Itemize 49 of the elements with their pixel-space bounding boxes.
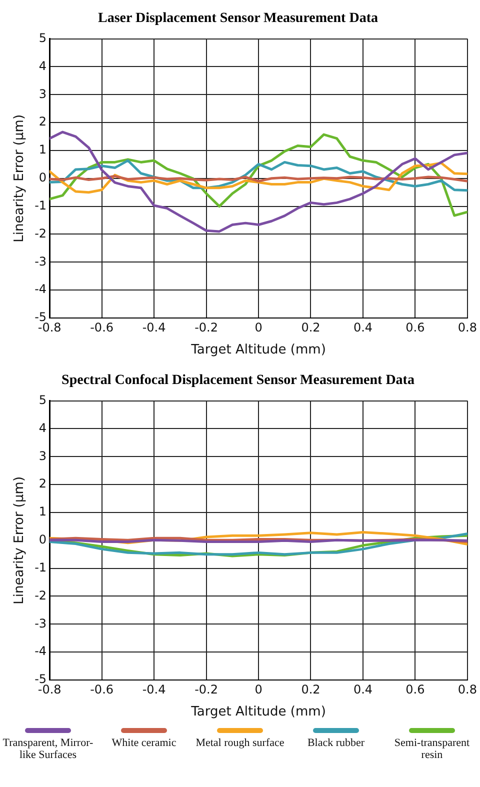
x-tick-label: -0.2: [194, 320, 218, 334]
y-tick-label: -4: [34, 644, 47, 658]
y-axis-title: Linearity Error (μm): [12, 114, 28, 242]
y-tick-label: -2: [34, 226, 47, 240]
chart-title: Spectral Confocal Displacement Sensor Measurement Data: [62, 373, 414, 388]
x-tick-label: -0.8: [38, 320, 62, 334]
x-tick-label: 0: [254, 682, 262, 696]
y-axis-title: Linearity Error (μm): [12, 476, 28, 604]
legend-label: Transparent, Mirror-like Surfaces: [2, 737, 94, 761]
x-tick-label: 0.4: [353, 682, 373, 696]
x-tick-label: -0.8: [38, 682, 62, 696]
x-tick-label: -0.6: [90, 682, 114, 696]
x-axis-title: Target Altitude (mm): [190, 342, 326, 358]
y-tick-label: -4: [34, 282, 47, 296]
y-tick-label: 2: [38, 476, 47, 491]
y-tick-label: -2: [34, 588, 47, 602]
y-tick-label: 0: [38, 532, 47, 547]
y-tick-label: -3: [34, 616, 47, 630]
x-tick-label: 0: [254, 320, 262, 334]
y-tick-label: 5: [38, 392, 47, 407]
y-tick-label: 5: [38, 30, 47, 45]
legend-label: White ceramic: [110, 737, 178, 749]
x-tick-label: 0.4: [353, 320, 373, 334]
legend-label: Black rubber: [306, 737, 366, 749]
y-tick-label: -3: [34, 254, 47, 268]
y-tick-label: 3: [38, 448, 47, 463]
legend-label: Metal rough surface: [194, 737, 286, 749]
y-tick-label: -1: [34, 560, 47, 574]
x-tick-label: -0.4: [142, 320, 166, 334]
y-tick-label: -1: [34, 198, 47, 212]
x-tick-label: 0.6: [406, 682, 425, 696]
x-tick-label: 0.6: [406, 320, 425, 334]
y-tick-label: 1: [38, 142, 47, 157]
chart-title: Laser Displacement Sensor Measurement Data: [98, 11, 378, 26]
y-tick-label: 1: [38, 504, 47, 519]
x-tick-label: 0.8: [458, 320, 478, 334]
x-tick-label: 0.2: [301, 320, 320, 334]
x-tick-label: 0.2: [301, 682, 320, 696]
y-tick-label: 4: [38, 420, 47, 435]
y-tick-label: 2: [38, 114, 47, 129]
y-tick-label: 0: [38, 170, 47, 185]
x-tick-label: -0.2: [194, 682, 218, 696]
x-axis-title: Target Altitude (mm): [190, 704, 326, 720]
x-tick-label: -0.4: [142, 682, 166, 696]
x-tick-label: -0.6: [90, 320, 114, 334]
legend-label: Semi-transparent resin: [393, 737, 471, 761]
x-tick-label: 0.8: [458, 682, 478, 696]
y-tick-label: 4: [38, 58, 47, 73]
y-tick-label: 3: [38, 86, 47, 101]
